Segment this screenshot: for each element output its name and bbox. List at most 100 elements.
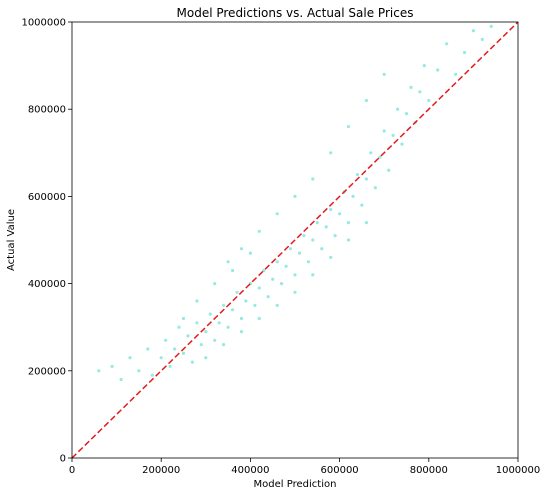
data-point	[346, 238, 351, 242]
data-point	[311, 238, 315, 242]
x-tick-label: 200000	[142, 465, 180, 476]
data-point	[253, 303, 257, 307]
scatter-points	[97, 24, 493, 382]
data-point	[320, 247, 324, 251]
data-point	[454, 72, 458, 76]
data-point	[173, 347, 177, 351]
data-point	[480, 37, 484, 42]
data-point	[378, 155, 382, 159]
data-point	[400, 142, 404, 146]
data-point	[222, 303, 226, 307]
data-point	[311, 273, 315, 277]
x-tick-label: 1000000	[496, 465, 541, 476]
data-point	[226, 325, 230, 329]
data-point	[217, 321, 221, 325]
data-point	[110, 364, 114, 368]
data-point	[364, 221, 368, 225]
x-tick-label: 800000	[410, 465, 448, 476]
data-point	[297, 251, 302, 255]
data-point	[382, 129, 386, 133]
y-tick-label: 800000	[28, 105, 66, 116]
data-point	[199, 343, 203, 347]
data-point	[248, 251, 252, 255]
data-point	[275, 212, 279, 216]
data-point	[266, 295, 270, 299]
data-point	[239, 316, 244, 321]
data-point	[271, 277, 275, 281]
data-point	[239, 247, 244, 251]
data-point	[489, 24, 493, 28]
data-point	[293, 290, 297, 294]
data-point	[159, 356, 163, 360]
data-point	[275, 303, 279, 307]
data-point	[382, 72, 386, 76]
data-point	[293, 273, 297, 277]
data-point	[284, 264, 288, 268]
data-point	[181, 351, 186, 355]
data-point	[364, 177, 368, 181]
data-point	[288, 247, 293, 251]
y-tick-label: 200000	[28, 366, 66, 377]
x-tick-label: 0	[69, 465, 75, 476]
data-point	[128, 356, 132, 360]
data-point	[462, 50, 467, 55]
plot-area	[71, 21, 519, 459]
data-point	[324, 225, 328, 229]
data-point	[302, 234, 306, 238]
data-point	[239, 330, 244, 334]
data-point	[231, 308, 235, 312]
data-point	[177, 325, 181, 329]
data-point	[329, 255, 333, 259]
reference-line	[71, 21, 519, 459]
data-point	[355, 173, 359, 177]
data-point	[436, 68, 440, 72]
x-tick-label: 400000	[231, 465, 269, 476]
data-point	[195, 321, 199, 325]
data-point	[235, 290, 239, 294]
data-point	[204, 356, 208, 360]
data-point	[373, 186, 377, 190]
data-point	[329, 151, 333, 155]
data-point	[262, 268, 266, 273]
data-point	[409, 85, 413, 89]
data-point	[293, 194, 297, 198]
data-point	[427, 98, 431, 103]
x-tick-label: 600000	[321, 465, 359, 476]
y-tick-label: 0	[60, 454, 66, 465]
y-axis: 0 200000 400000 600000 800000 1000000	[21, 18, 72, 465]
data-point	[333, 234, 337, 238]
data-point	[346, 221, 351, 225]
data-point	[418, 90, 422, 94]
y-tick-label: 600000	[28, 192, 66, 203]
data-point	[195, 299, 199, 303]
data-point	[208, 312, 212, 316]
data-point	[387, 168, 391, 172]
data-point	[97, 369, 101, 373]
data-point	[257, 229, 261, 233]
data-point	[369, 151, 373, 155]
data-point	[360, 203, 364, 207]
data-point	[275, 260, 279, 264]
data-point	[257, 316, 261, 321]
data-point	[346, 125, 351, 129]
data-point	[364, 98, 368, 103]
data-point	[422, 64, 426, 68]
x-axis-label: Model Prediction	[254, 479, 337, 490]
data-point	[257, 286, 261, 290]
data-point	[164, 338, 168, 342]
data-point	[150, 373, 154, 377]
data-point	[306, 260, 310, 264]
data-point	[146, 347, 150, 351]
data-point	[231, 268, 235, 273]
data-point	[137, 369, 141, 373]
data-point	[404, 112, 409, 116]
data-point	[471, 29, 475, 33]
data-point	[119, 377, 123, 382]
chart-title: Model Predictions vs. Actual Sale Prices	[177, 6, 414, 20]
data-point	[311, 177, 315, 181]
data-point	[226, 260, 230, 264]
data-point	[213, 282, 217, 286]
data-point	[329, 207, 333, 212]
data-point	[190, 360, 194, 364]
